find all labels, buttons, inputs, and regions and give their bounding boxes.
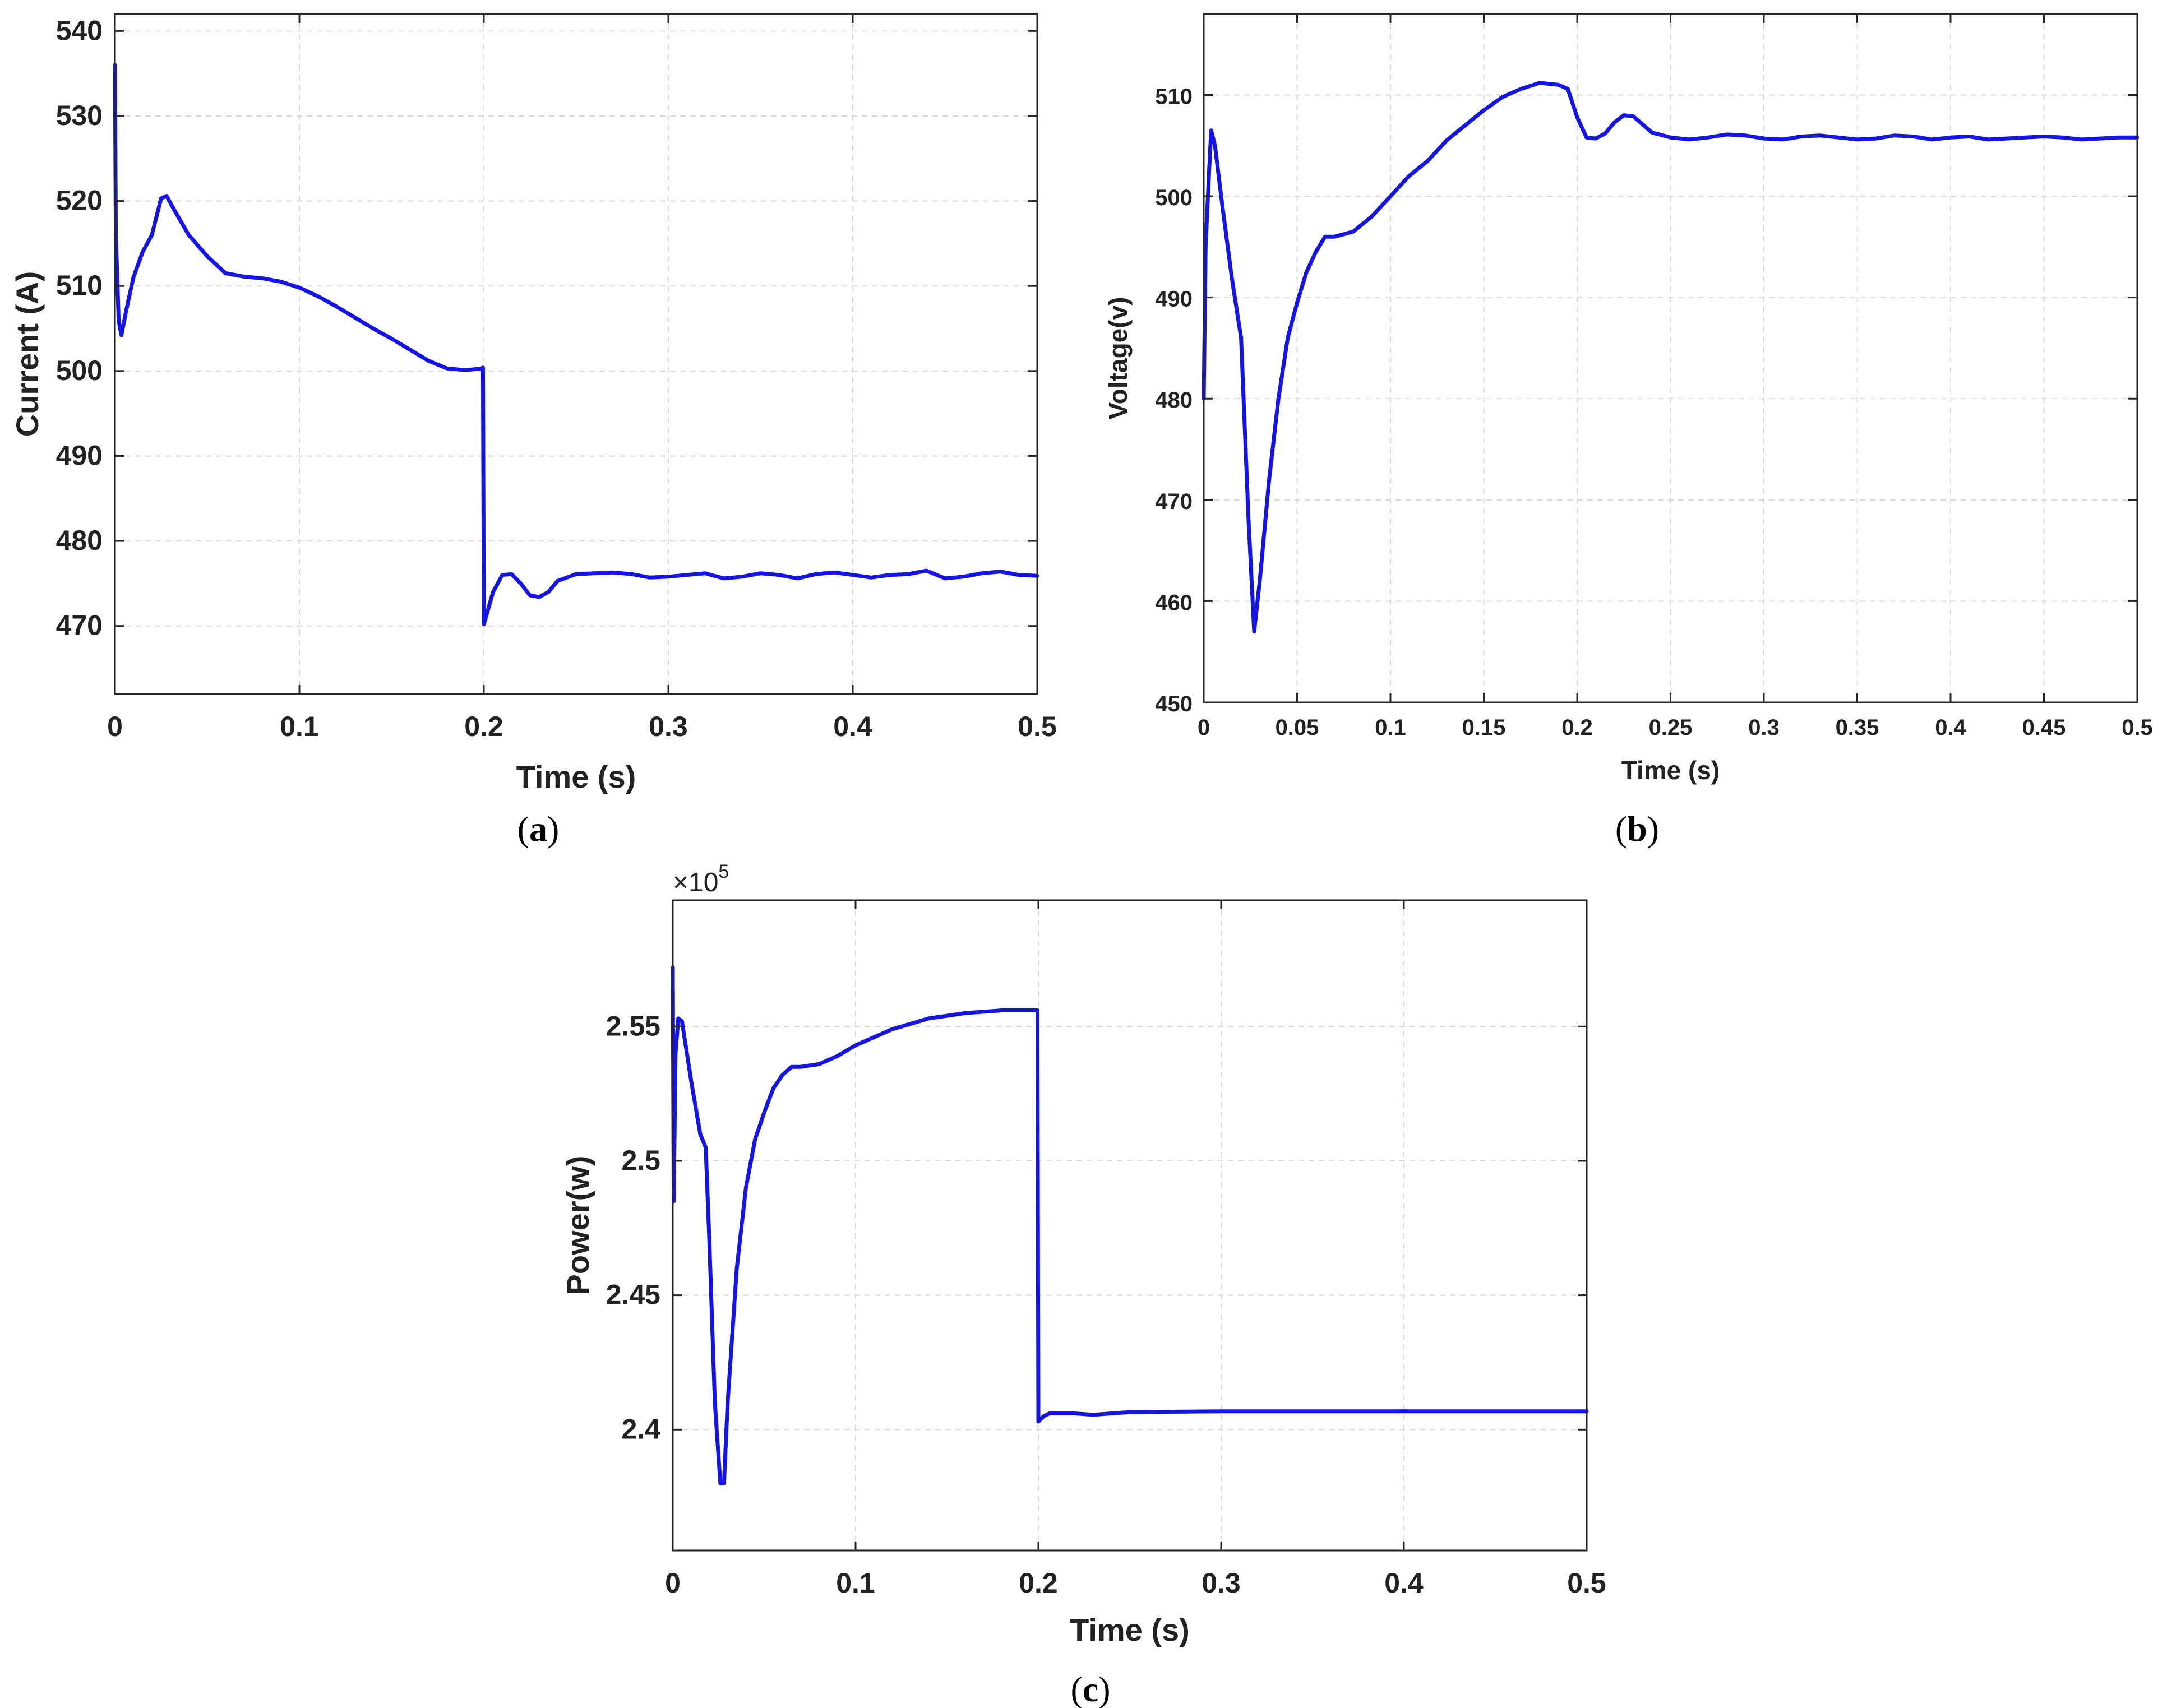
panel-c-x-tick-label: 0.1 <box>836 1567 875 1599</box>
panel-b-y-tick-label: 500 <box>1155 186 1193 210</box>
panel-b-x-ticks: 0 0.05 0.1 0.15 0.2 0.25 0.3 0.35 0.4 0.45 0.5 <box>1198 14 2153 740</box>
panel-c-gridlines <box>673 900 1587 1550</box>
panel-c-x-axis-label: Time (s) <box>1070 1612 1190 1647</box>
panel-b-x-tick-label: 0.15 <box>1462 715 1506 740</box>
panel-b-x-tick-label: 0.35 <box>1836 715 1879 740</box>
panel-a-current-chart: 0 0.1 0.2 0.3 0.4 0.5 470 480 490 500 510 520 530 54… <box>10 13 1057 849</box>
panel-c-x-tick-label: 0.2 <box>1019 1567 1058 1599</box>
panel-c-y-tick-label: 2.55 <box>606 1010 660 1042</box>
panel-a-y-tick-label: 530 <box>56 100 103 131</box>
panel-b-caption-letter: b <box>1627 809 1647 849</box>
panel-a-y-tick-label: 480 <box>56 525 103 556</box>
panel-b-x-axis-label: Time (s) <box>1621 756 1720 785</box>
panel-a-y-axis-label: Current (A) <box>10 271 45 437</box>
panel-b-y-ticks: 450 460 470 480 490 500 510 <box>1155 84 2137 716</box>
panel-c-plot-frame <box>672 899 1588 1552</box>
panel-b-x-tick-label: 0.1 <box>1375 715 1406 740</box>
panel-b-y-tick-label: 510 <box>1155 84 1193 109</box>
panel-a-caption: (a) <box>517 809 560 849</box>
panel-a-x-tick-label: 0.3 <box>649 711 688 742</box>
panel-a-x-tick-label: 0.2 <box>464 711 503 742</box>
panel-a-x-axis-label: Time (s) <box>516 759 636 794</box>
panel-b-x-tick-label: 0.2 <box>1561 715 1593 740</box>
panel-b-caption: (b) <box>1615 809 1659 849</box>
panel-a-plot-frame <box>114 13 1038 695</box>
panel-b-y-tick-label: 480 <box>1155 388 1193 413</box>
panel-a-gridlines <box>115 14 1037 694</box>
panel-a-y-ticks: 470 480 490 500 510 520 530 540 <box>56 15 1037 641</box>
panel-a-y-tick-label: 490 <box>56 439 103 471</box>
panel-c-exponent-base: ×10 <box>673 868 718 897</box>
panel-c-x-tick-label: 0.4 <box>1384 1567 1424 1599</box>
panel-b-y-axis-label: Voltage(v) <box>1103 297 1133 420</box>
panel-c-power-chart: 0 0.1 0.2 0.3 0.4 0.5 2.4 2.45 2.5 2.55 Time (s)… <box>560 861 1606 1708</box>
panel-c-y-exponent: ×105 <box>673 861 729 897</box>
panel-b-y-tick-label: 490 <box>1155 287 1193 312</box>
panel-a-x-tick-label: 0.5 <box>1018 711 1057 742</box>
panel-a-x-tick-label: 0 <box>107 711 123 742</box>
panel-c-y-ticks: 2.4 2.45 2.5 2.55 <box>606 1010 1587 1445</box>
panel-c-y-tick-label: 2.4 <box>621 1413 660 1445</box>
panel-c-caption: (c) <box>1070 1669 1110 1708</box>
panel-c-exponent-power: 5 <box>718 861 729 882</box>
panel-a-y-tick-label: 520 <box>56 185 103 216</box>
panel-c-y-tick-label: 2.45 <box>606 1279 660 1311</box>
panel-a-y-tick-label: 540 <box>56 15 103 46</box>
panel-b-y-tick-label: 450 <box>1155 692 1193 716</box>
panel-b-x-tick-label: 0.25 <box>1649 715 1693 740</box>
panel-c-x-ticks: 0 0.1 0.2 0.3 0.4 0.5 <box>665 900 1606 1599</box>
panel-a-y-tick-label: 500 <box>56 355 103 386</box>
panel-a-x-ticks: 0 0.1 0.2 0.3 0.4 0.5 <box>107 14 1057 742</box>
panel-c-caption-letter: c <box>1083 1669 1098 1708</box>
panel-b-gridlines <box>1204 14 2137 702</box>
panel-b-voltage-series-line <box>1202 81 2139 634</box>
panel-a-y-tick-label: 470 <box>56 610 103 641</box>
panel-b-x-tick-label: 0.05 <box>1276 715 1319 740</box>
panel-b-y-tick-label: 470 <box>1155 489 1193 514</box>
panel-b-x-tick-label: 0 <box>1198 715 1210 740</box>
panel-a-caption-letter: a <box>529 809 547 849</box>
panel-c-x-tick-label: 0.5 <box>1567 1567 1606 1599</box>
panel-b-y-tick-label: 460 <box>1155 590 1193 615</box>
panel-b-x-tick-label: 0.5 <box>2122 715 2153 740</box>
panel-b-voltage-chart: 0 0.05 0.1 0.15 0.2 0.25 0.3 0.35 0.4 0.45 0.5 450… <box>1103 13 2153 849</box>
panel-a-x-tick-label: 0.1 <box>280 711 319 742</box>
panel-b-x-tick-label: 0.45 <box>2022 715 2066 740</box>
panel-c-x-tick-label: 0.3 <box>1202 1567 1241 1599</box>
panel-c-y-tick-label: 2.5 <box>621 1145 660 1176</box>
panel-a-y-tick-label: 510 <box>56 270 103 301</box>
panel-c-y-axis-label: Power(w) <box>560 1156 595 1295</box>
panel-a-current-series-line <box>113 63 1039 627</box>
panel-c-x-tick-label: 0 <box>665 1567 681 1599</box>
panel-c-power-series-line <box>671 965 1589 1485</box>
panel-a-x-tick-label: 0.4 <box>833 711 872 742</box>
panel-b-x-tick-label: 0.4 <box>1935 715 1966 740</box>
panel-b-x-tick-label: 0.3 <box>1748 715 1780 740</box>
